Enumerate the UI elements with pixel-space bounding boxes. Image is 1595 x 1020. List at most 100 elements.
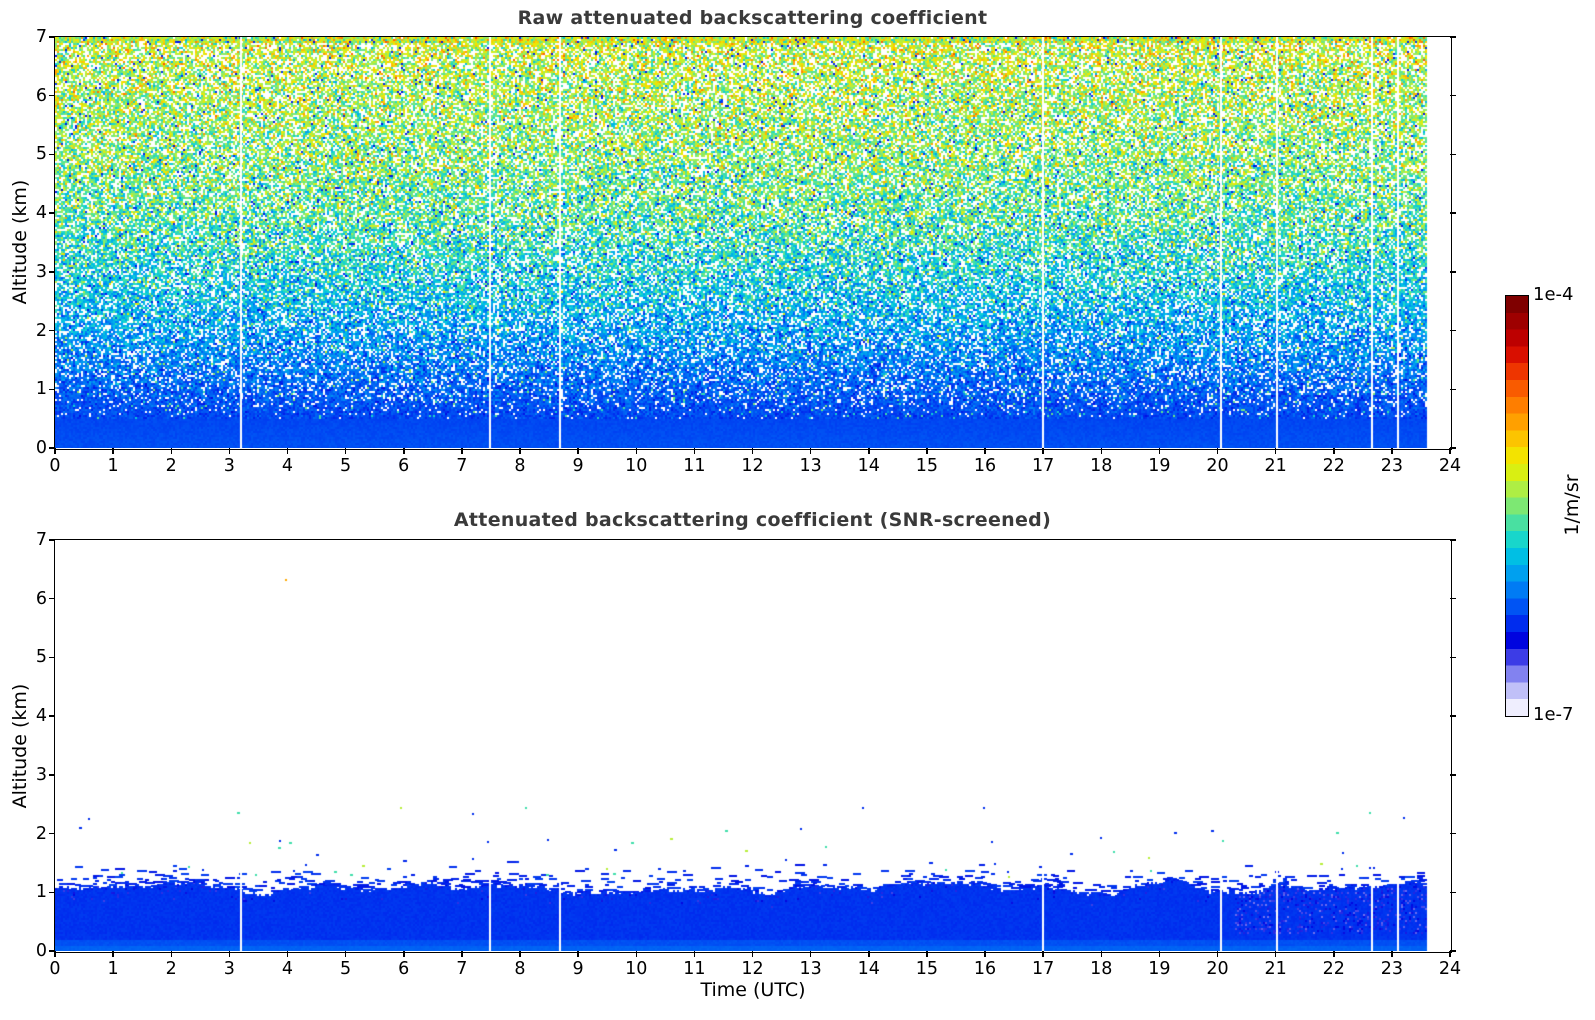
raw-heatmap-canvas (55, 37, 1450, 448)
x-tick-mark (344, 448, 347, 454)
x-tick-label: 13 (799, 959, 822, 979)
x-tick-mark (809, 448, 812, 454)
y-tick-label: 3 (35, 764, 47, 785)
x-tick-label: 0 (49, 959, 61, 979)
y-tick-mark-right (1450, 715, 1456, 717)
x-tick-mark (228, 448, 231, 454)
x-tick-mark (1449, 951, 1451, 957)
x-tick-label: 22 (1322, 959, 1345, 979)
x-tick-mark (693, 448, 696, 454)
colorbar-max-label: 1e-4 (1533, 284, 1574, 305)
x-tick-mark (286, 448, 289, 454)
x-tick-label: 23 (1380, 456, 1404, 476)
x-tick-mark (1391, 448, 1393, 454)
y-tick-label: 2 (35, 320, 47, 341)
x-tick-mark (403, 448, 405, 454)
x-tick-mark (1042, 448, 1044, 454)
x-tick-label: 3 (223, 959, 235, 979)
x-tick-mark (112, 448, 114, 454)
y-tick-label: 5 (35, 647, 47, 668)
y-tick-mark-right (1450, 539, 1456, 541)
x-tick-mark (577, 448, 579, 454)
y-tick-mark (49, 212, 55, 214)
y-tick-label: 1 (35, 379, 47, 400)
colorbar (1505, 295, 1529, 717)
y-tick-label: 6 (35, 85, 47, 106)
screened-y-axis-label: Altitude (km) (9, 683, 31, 809)
x-tick-mark (228, 951, 231, 957)
x-tick-label: 9 (572, 959, 584, 979)
y-tick-mark (49, 36, 55, 38)
x-tick-label: 2 (165, 959, 177, 979)
x-tick-label: 24 (1438, 959, 1462, 979)
y-tick-mark (49, 153, 55, 156)
x-tick-mark (1158, 448, 1161, 454)
x-tick-mark (461, 448, 463, 454)
x-tick-mark (1216, 448, 1219, 454)
x-tick-mark (1274, 951, 1277, 957)
y-tick-mark (49, 891, 55, 894)
x-tick-label: 17 (1031, 456, 1055, 476)
y-tick-mark (49, 774, 55, 776)
x-tick-label: 19 (1148, 959, 1171, 979)
y-tick-mark-right (1450, 94, 1456, 97)
x-tick-label: 20 (1206, 959, 1229, 979)
x-tick-label: 9 (572, 456, 584, 476)
x-tick-mark (170, 448, 172, 454)
y-tick-mark-right (1450, 212, 1456, 214)
x-tick-label: 18 (1090, 959, 1113, 979)
x-tick-label: 8 (514, 959, 526, 979)
screened-panel-title: Attenuated backscattering coefficient (S… (453, 509, 1052, 531)
x-tick-label: 14 (857, 959, 880, 979)
raw-panel-title: Raw attenuated backscattering coefficien… (517, 7, 988, 29)
x-tick-mark (519, 448, 521, 454)
x-tick-label: 7 (456, 456, 468, 476)
x-tick-label: 17 (1031, 959, 1055, 979)
x-tick-mark (461, 951, 463, 957)
x-tick-label: 2 (165, 456, 177, 476)
x-tick-label: 18 (1090, 456, 1113, 476)
y-tick-mark-right (1450, 153, 1456, 156)
x-tick-label: 6 (398, 959, 410, 979)
y-tick-label: 7 (35, 27, 47, 47)
x-tick-label: 6 (398, 456, 410, 476)
y-tick-label: 7 (35, 530, 47, 550)
x-tick-mark (693, 951, 696, 957)
y-tick-mark (49, 597, 55, 600)
x-tick-mark (809, 951, 812, 957)
x-tick-mark (635, 951, 637, 957)
x-tick-label: 20 (1206, 456, 1229, 476)
x-tick-mark (286, 951, 289, 957)
x-tick-label: 3 (223, 456, 235, 476)
x-tick-label: 21 (1264, 959, 1287, 979)
x-tick-mark (577, 951, 579, 957)
x-tick-mark (170, 951, 172, 957)
x-tick-mark (751, 951, 754, 957)
y-tick-mark-right (1450, 597, 1456, 600)
x-tick-label: 10 (625, 456, 648, 476)
x-tick-mark (1449, 448, 1451, 454)
raw-y-axis-label: Altitude (km) (9, 179, 31, 305)
x-tick-mark (54, 448, 56, 454)
y-tick-label: 0 (35, 438, 47, 458)
x-tick-mark (926, 951, 928, 957)
x-tick-mark (926, 448, 928, 454)
y-tick-label: 3 (35, 261, 47, 282)
x-tick-label: 14 (857, 456, 880, 476)
x-tick-mark (984, 951, 986, 957)
x-tick-mark (1100, 448, 1102, 454)
y-tick-mark (49, 832, 55, 835)
x-tick-label: 8 (514, 456, 526, 476)
x-tick-mark (751, 448, 754, 454)
y-tick-mark-right (1450, 656, 1456, 659)
x-tick-label: 7 (456, 959, 468, 979)
x-tick-label: 16 (973, 456, 997, 476)
y-tick-label: 1 (35, 882, 47, 903)
x-tick-mark (1274, 448, 1277, 454)
x-tick-label: 21 (1264, 456, 1287, 476)
x-tick-mark (403, 951, 405, 957)
x-tick-mark (635, 448, 637, 454)
x-tick-label: 11 (683, 959, 706, 979)
x-tick-mark (1216, 951, 1219, 957)
